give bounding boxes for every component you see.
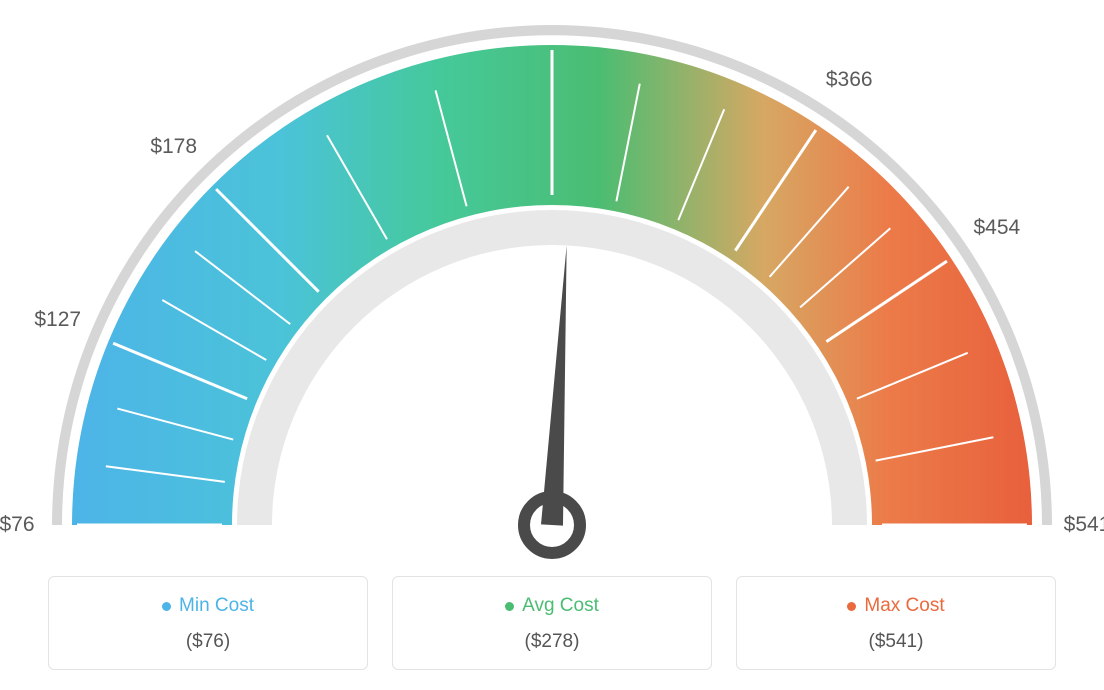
legend-label-avg: Avg Cost xyxy=(522,595,599,617)
legend-dot-min xyxy=(162,602,171,611)
legend-value-max: ($541) xyxy=(747,631,1045,653)
tick-label: $76 xyxy=(0,513,35,537)
legend-label-max: Max Cost xyxy=(864,595,944,617)
tick-label: $127 xyxy=(34,308,81,332)
legend-card-max: Max Cost ($541) xyxy=(736,576,1056,670)
legend-value-min: ($76) xyxy=(59,631,357,653)
legend-title-avg: Avg Cost xyxy=(505,595,599,617)
legend-card-avg: Avg Cost ($278) xyxy=(392,576,712,670)
legend-row: Min Cost ($76) Avg Cost ($278) Max Cost … xyxy=(0,576,1104,670)
tick-label: $454 xyxy=(973,216,1020,240)
gauge-svg xyxy=(0,0,1104,560)
legend-title-min: Min Cost xyxy=(162,595,254,617)
legend-value-avg: ($278) xyxy=(403,631,701,653)
legend-card-min: Min Cost ($76) xyxy=(48,576,368,670)
tick-label: $541 xyxy=(1064,513,1104,537)
tick-label: $366 xyxy=(826,68,873,92)
legend-label-min: Min Cost xyxy=(179,595,254,617)
legend-dot-avg xyxy=(505,602,514,611)
chart-container: $76 $127 $178 $278 $366 $454 $541 Min Cost ($7… xyxy=(0,0,1104,690)
tick-label: $278 xyxy=(529,0,576,2)
legend-dot-max xyxy=(847,602,856,611)
gauge-area: $76 $127 $178 $278 $366 $454 $541 xyxy=(0,0,1104,560)
tick-label: $178 xyxy=(150,135,197,159)
legend-title-max: Max Cost xyxy=(847,595,944,617)
